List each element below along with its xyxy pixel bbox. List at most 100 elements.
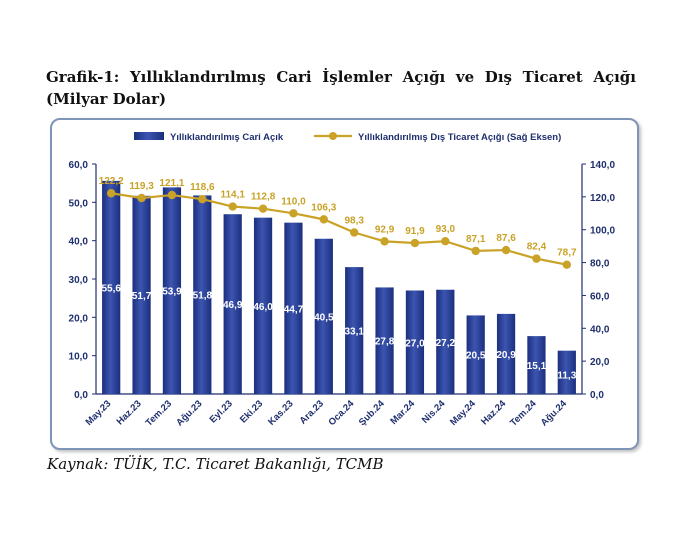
y-right-tick-label: 20,0 xyxy=(590,357,610,368)
line-value-label: 110,0 xyxy=(281,196,306,207)
y-right-tick-label: 40,0 xyxy=(590,324,610,335)
bar-value-label: 40,5 xyxy=(314,312,334,323)
bar xyxy=(223,214,242,394)
bar xyxy=(193,195,212,394)
x-tick-label: Oca.24 xyxy=(326,398,356,428)
chart-svg: 0,0 10,0 20,0 30,0 40,0 50,0 60,0 0,0 20,0 40,0 60… xyxy=(69,132,615,429)
bar-value-label: 20,5 xyxy=(466,351,486,362)
x-tick-label: Tem.24 xyxy=(508,398,539,429)
y-right-tick-label: 0,0 xyxy=(590,390,604,401)
bar xyxy=(284,222,303,394)
line-value-label: 98,3 xyxy=(344,216,364,227)
legend-bar-label: Yıllıklandırılmış Cari Açık xyxy=(170,132,284,143)
bar-value-label: 51,8 xyxy=(193,291,213,302)
line-value-label: 114,1 xyxy=(220,190,245,201)
y-left-tick-label: 10,0 xyxy=(69,352,89,363)
line-point xyxy=(289,209,298,218)
line-point xyxy=(349,228,359,237)
bar-value-label: 27,0 xyxy=(405,338,425,349)
x-tick-label: Eyl.23 xyxy=(208,398,235,425)
line-value-label: 118,6 xyxy=(190,182,215,193)
bar xyxy=(527,336,546,394)
bar xyxy=(102,180,121,394)
bar-value-label: 11,3 xyxy=(557,371,576,382)
line-point xyxy=(137,193,146,203)
bar xyxy=(405,290,425,394)
bar-value-label: 44,7 xyxy=(284,304,304,315)
line-point xyxy=(198,194,207,204)
y-right-tick-label: 120,0 xyxy=(590,193,615,204)
x-tick-label: May.23 xyxy=(84,398,114,428)
bar xyxy=(496,313,516,394)
bar-value-label: 27,8 xyxy=(375,337,395,348)
bar-value-label: 51,7 xyxy=(132,291,152,302)
bar-value-label: 46,0 xyxy=(253,302,273,313)
line-value-label: 82,4 xyxy=(527,242,547,253)
x-tick-label: Kas.23 xyxy=(266,398,295,427)
line-point xyxy=(106,189,116,198)
bar xyxy=(466,315,485,394)
bar-value-label: 33,1 xyxy=(344,327,364,338)
line-value-label: 91,9 xyxy=(405,226,425,237)
y-left-tick-label: 40,0 xyxy=(69,237,89,248)
bar xyxy=(253,217,273,394)
y-right-tick-label: 100,0 xyxy=(590,226,615,237)
y-left-tick-label: 20,0 xyxy=(69,313,89,324)
legend-line-label: Yıllıklandırılmış Dış Ticaret Açığı (Sağ… xyxy=(358,132,561,143)
line-value-label: 87,6 xyxy=(496,233,516,244)
y-right-tick-label: 80,0 xyxy=(590,259,610,270)
line-point xyxy=(410,238,420,248)
line-value-label: 78,7 xyxy=(557,248,577,259)
source-note: Kaynak: TÜİK, T.C. Ticaret Bakanlığı, TC… xyxy=(47,455,384,473)
line-value-label: 93,0 xyxy=(436,224,456,235)
y-right-tick-label: 60,0 xyxy=(590,291,610,302)
x-tick-label: Ara.23 xyxy=(298,398,326,426)
x-tick-label: Ağu.23 xyxy=(174,398,204,428)
bar xyxy=(345,267,364,394)
line-value-label: 112,8 xyxy=(251,192,276,203)
bar xyxy=(557,350,576,394)
bar xyxy=(162,187,182,394)
chart-title: Grafik-1: Yıllıklandırılmış Cari İşlemle… xyxy=(46,68,636,108)
line-point xyxy=(167,190,177,200)
bar-value-label: 20,9 xyxy=(496,350,516,361)
chart-frame: 0,0 10,0 20,0 30,0 40,0 50,0 60,0 0,0 20,0 40,0 60… xyxy=(50,118,639,450)
bar-value-label: 27,2 xyxy=(436,338,456,349)
line-series xyxy=(111,192,568,266)
line-value-label: 87,1 xyxy=(466,234,486,245)
x-tick-label: Nis.24 xyxy=(420,398,448,426)
legend-bar-swatch xyxy=(134,132,164,140)
line-value-label: 119,3 xyxy=(129,181,154,192)
bar-value-label: 55,6 xyxy=(101,283,121,294)
x-tick-label: May.24 xyxy=(448,398,478,428)
x-tick-label: Haz.23 xyxy=(115,398,144,427)
line-point xyxy=(441,237,450,246)
bar xyxy=(132,195,151,394)
line-point xyxy=(380,237,389,246)
x-tick-label: Eki.23 xyxy=(238,398,265,425)
y-left-tick-label: 60,0 xyxy=(69,160,89,171)
bar-value-label: 15,1 xyxy=(527,361,547,372)
x-tick-label: Haz.24 xyxy=(479,398,509,428)
y-left-tick-label: 0,0 xyxy=(74,390,88,401)
y-right-tick-label: 140,0 xyxy=(590,160,615,171)
line-value-label: 92,9 xyxy=(375,224,395,235)
bar xyxy=(314,238,333,394)
y-left-tick-label: 30,0 xyxy=(69,275,89,286)
x-tick-label: Mar.24 xyxy=(388,398,417,427)
x-tick-label: Şub.24 xyxy=(357,398,387,428)
y-left-tick-label: 50,0 xyxy=(69,198,89,209)
line-value-label: 122,2 xyxy=(99,176,124,187)
x-tick-label: Tem.23 xyxy=(144,398,174,428)
bar-value-label: 53,9 xyxy=(162,287,182,298)
line-value-label: 106,3 xyxy=(311,202,336,213)
line-point xyxy=(471,246,480,256)
bar xyxy=(375,287,394,394)
line-point xyxy=(258,204,268,213)
line-point xyxy=(319,215,329,224)
x-tick-label: Ağu.24 xyxy=(539,398,570,429)
line-point xyxy=(228,202,237,211)
line-point xyxy=(562,260,572,269)
legend-line-marker xyxy=(329,132,337,140)
bar-value-label: 46,9 xyxy=(223,300,243,311)
